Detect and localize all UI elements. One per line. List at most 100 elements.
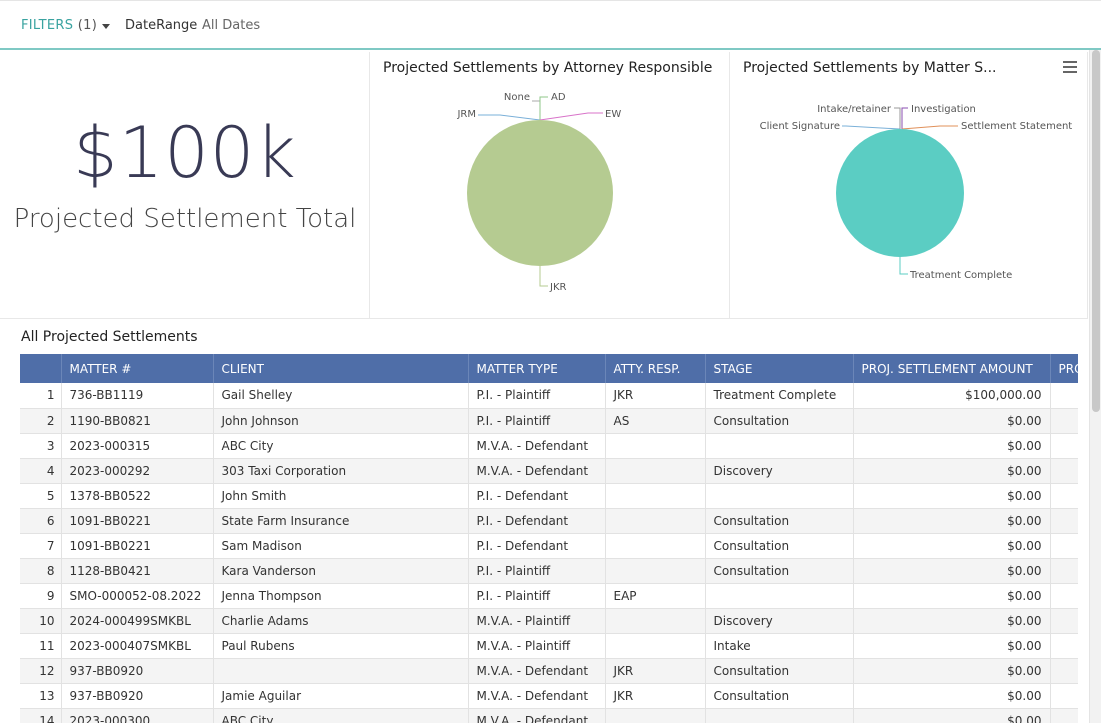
slice-label-intake-retainer: Intake/retainer bbox=[817, 104, 892, 115]
col-header-amount[interactable]: PROJ. SETTLEMENT AMOUNT bbox=[853, 354, 1051, 383]
slice-label-investigation: Investigation bbox=[911, 104, 976, 115]
proj-cell bbox=[1050, 658, 1078, 684]
row-index-cell: 12 bbox=[20, 658, 62, 684]
settlements-table: MATTER # CLIENT MATTER TYPE ATTY. RESP. … bbox=[20, 354, 1078, 723]
table-row[interactable]: 10 2024-000499SMKBL Charlie Adams M.V.A. - … bbox=[20, 608, 1078, 634]
pie-slice-treatment-complete[interactable] bbox=[836, 129, 964, 257]
matter-type-cell: M.V.A. - Defendant bbox=[468, 658, 606, 684]
table-row[interactable]: 3 2023-000315 ABC City M.V.A. - Defendant $0… bbox=[20, 433, 1078, 459]
row-index-cell: 11 bbox=[20, 633, 62, 659]
settlement-amount-cell: $0.00 bbox=[853, 608, 1051, 634]
matter-stage-pie-chart: Treatment Complete Client Signature Intake… bbox=[760, 104, 1073, 281]
table-row[interactable]: 1 736-BB1119 Gail Shelley P.I. - Plaintiff J… bbox=[20, 383, 1078, 409]
stage-cell: Consultation bbox=[705, 658, 854, 684]
stage-cell bbox=[705, 433, 854, 459]
col-header-stage[interactable]: STAGE bbox=[705, 354, 854, 383]
atty-resp-cell bbox=[605, 533, 706, 559]
date-range-value[interactable]: All Dates bbox=[202, 18, 261, 33]
matter-type-cell: P.I. - Plaintiff bbox=[468, 408, 606, 434]
matter-type-cell: M.V.A. - Defendant bbox=[468, 683, 606, 709]
matter-type-cell: M.V.A. - Defendant bbox=[468, 458, 606, 484]
matter-type-cell: P.I. - Defendant bbox=[468, 533, 606, 559]
settlement-amount-cell: $0.00 bbox=[853, 408, 1051, 434]
matter-number-cell: 937-BB0920 bbox=[61, 683, 214, 709]
settlement-amount-cell: $0.00 bbox=[853, 433, 1051, 459]
settlement-amount-cell: $0.00 bbox=[853, 558, 1051, 584]
atty-resp-cell: JKR bbox=[605, 683, 706, 709]
leader-line-investigation bbox=[901, 107, 908, 129]
row-index-cell: 8 bbox=[20, 558, 62, 584]
matter-number-cell: 1378-BB0522 bbox=[61, 483, 214, 509]
row-index-cell: 9 bbox=[20, 583, 62, 609]
table-row[interactable]: 14 2023-000300 ABC City M.V.A. - Defendant $… bbox=[20, 708, 1078, 723]
stage-cell bbox=[705, 708, 854, 723]
proj-cell bbox=[1050, 458, 1078, 484]
row-index-cell: 5 bbox=[20, 483, 62, 509]
chevron-down-icon[interactable] bbox=[102, 24, 110, 29]
matter-number-cell: 1091-BB0221 bbox=[61, 533, 214, 559]
matter-number-cell: SMO-000052-08.2022 bbox=[61, 583, 214, 609]
matter-type-cell: P.I. - Plaintiff bbox=[468, 583, 606, 609]
date-range-label: DateRange bbox=[125, 18, 198, 33]
slice-label-treatment-complete: Treatment Complete bbox=[909, 270, 1012, 281]
stage-cell bbox=[705, 583, 854, 609]
table-row[interactable]: 5 1378-BB0522 John Smith P.I. - Defendant $0… bbox=[20, 483, 1078, 509]
col-header-proj[interactable]: PROJ bbox=[1050, 354, 1078, 383]
atty-resp-cell bbox=[605, 458, 706, 484]
col-header-index[interactable] bbox=[20, 354, 62, 383]
client-name-cell: ABC City bbox=[213, 433, 469, 459]
matter-number-cell: 1190-BB0821 bbox=[61, 408, 214, 434]
proj-cell bbox=[1050, 508, 1078, 534]
client-name-cell: ABC City bbox=[213, 708, 469, 723]
pie-slice-jkr[interactable] bbox=[467, 120, 613, 266]
matter-number-cell: 2023-000315 bbox=[61, 433, 214, 459]
stage-cell: Treatment Complete bbox=[705, 383, 854, 409]
hamburger-menu-icon[interactable] bbox=[1063, 61, 1077, 73]
table-row[interactable]: 7 1091-BB0221 Sam Madison P.I. - Defendant C… bbox=[20, 533, 1078, 559]
client-name-cell: Kara Vanderson bbox=[213, 558, 469, 584]
table-row[interactable]: 4 2023-000292 303 Taxi Corporation M.V.A. -… bbox=[20, 458, 1078, 484]
table-row[interactable]: 11 2023-000407SMKBL Paul Rubens M.V.A. - Pl… bbox=[20, 633, 1078, 659]
proj-cell bbox=[1050, 383, 1078, 409]
leader-line-jkr bbox=[539, 266, 548, 287]
filters-button[interactable]: FILTERS (1) bbox=[21, 18, 97, 33]
col-header-matter[interactable]: MATTER # bbox=[61, 354, 214, 383]
client-name-cell: John Smith bbox=[213, 483, 469, 509]
client-name-cell: Paul Rubens bbox=[213, 633, 469, 659]
stage-cell: Intake bbox=[705, 633, 854, 659]
row-index-cell: 14 bbox=[20, 708, 62, 723]
table-row[interactable]: 8 1128-BB0421 Kara Vanderson P.I. - Plainti… bbox=[20, 558, 1078, 584]
scrollbar-thumb[interactable] bbox=[1092, 50, 1100, 412]
kpi-label: Projected Settlement Total bbox=[13, 204, 357, 234]
col-header-atty-resp[interactable]: ATTY. RESP. bbox=[605, 354, 706, 383]
attorney-chart-panel: Projected Settlements by Attorney Respon… bbox=[370, 52, 730, 318]
row-index-cell: 10 bbox=[20, 608, 62, 634]
matter-number-cell: 1128-BB0421 bbox=[61, 558, 214, 584]
vertical-scrollbar[interactable] bbox=[1089, 50, 1101, 723]
table-row[interactable]: 9 SMO-000052-08.2022 Jenna Thompson P.I. - … bbox=[20, 583, 1078, 609]
table-row[interactable]: 13 937-BB0920 Jamie Aguilar M.V.A. - Defend… bbox=[20, 683, 1078, 709]
matter-type-cell: M.V.A. - Defendant bbox=[468, 708, 606, 723]
row-index-cell: 6 bbox=[20, 508, 62, 534]
slice-label-ad: AD bbox=[551, 92, 566, 103]
table-row[interactable]: 2 1190-BB0821 John Johnson P.I. - Plaintiff… bbox=[20, 408, 1078, 434]
leader-line-ew bbox=[539, 112, 603, 121]
matter-type-cell: M.V.A. - Plaintiff bbox=[468, 633, 606, 659]
slice-label-jrm: JRM bbox=[456, 109, 476, 120]
col-header-client[interactable]: CLIENT bbox=[213, 354, 469, 383]
matter-type-cell: P.I. - Plaintiff bbox=[468, 558, 606, 584]
col-header-matter-type[interactable]: MATTER TYPE bbox=[468, 354, 606, 383]
proj-cell bbox=[1050, 433, 1078, 459]
proj-cell bbox=[1050, 558, 1078, 584]
atty-resp-cell bbox=[605, 508, 706, 534]
leader-line-client-signature bbox=[842, 125, 901, 130]
filters-count: (1) bbox=[77, 18, 98, 33]
client-name-cell bbox=[213, 658, 469, 684]
table-row[interactable]: 12 937-BB0920 M.V.A. - Defendant JKR Consult… bbox=[20, 658, 1078, 684]
table-row[interactable]: 6 1091-BB0221 State Farm Insurance P.I. - D… bbox=[20, 508, 1078, 534]
client-name-cell: Jamie Aguilar bbox=[213, 683, 469, 709]
atty-resp-cell bbox=[605, 558, 706, 584]
attorney-chart-title: Projected Settlements by Attorney Respon… bbox=[383, 60, 713, 76]
matter-type-cell: M.V.A. - Plaintiff bbox=[468, 608, 606, 634]
settlement-amount-cell: $100,000.00 bbox=[853, 383, 1051, 409]
